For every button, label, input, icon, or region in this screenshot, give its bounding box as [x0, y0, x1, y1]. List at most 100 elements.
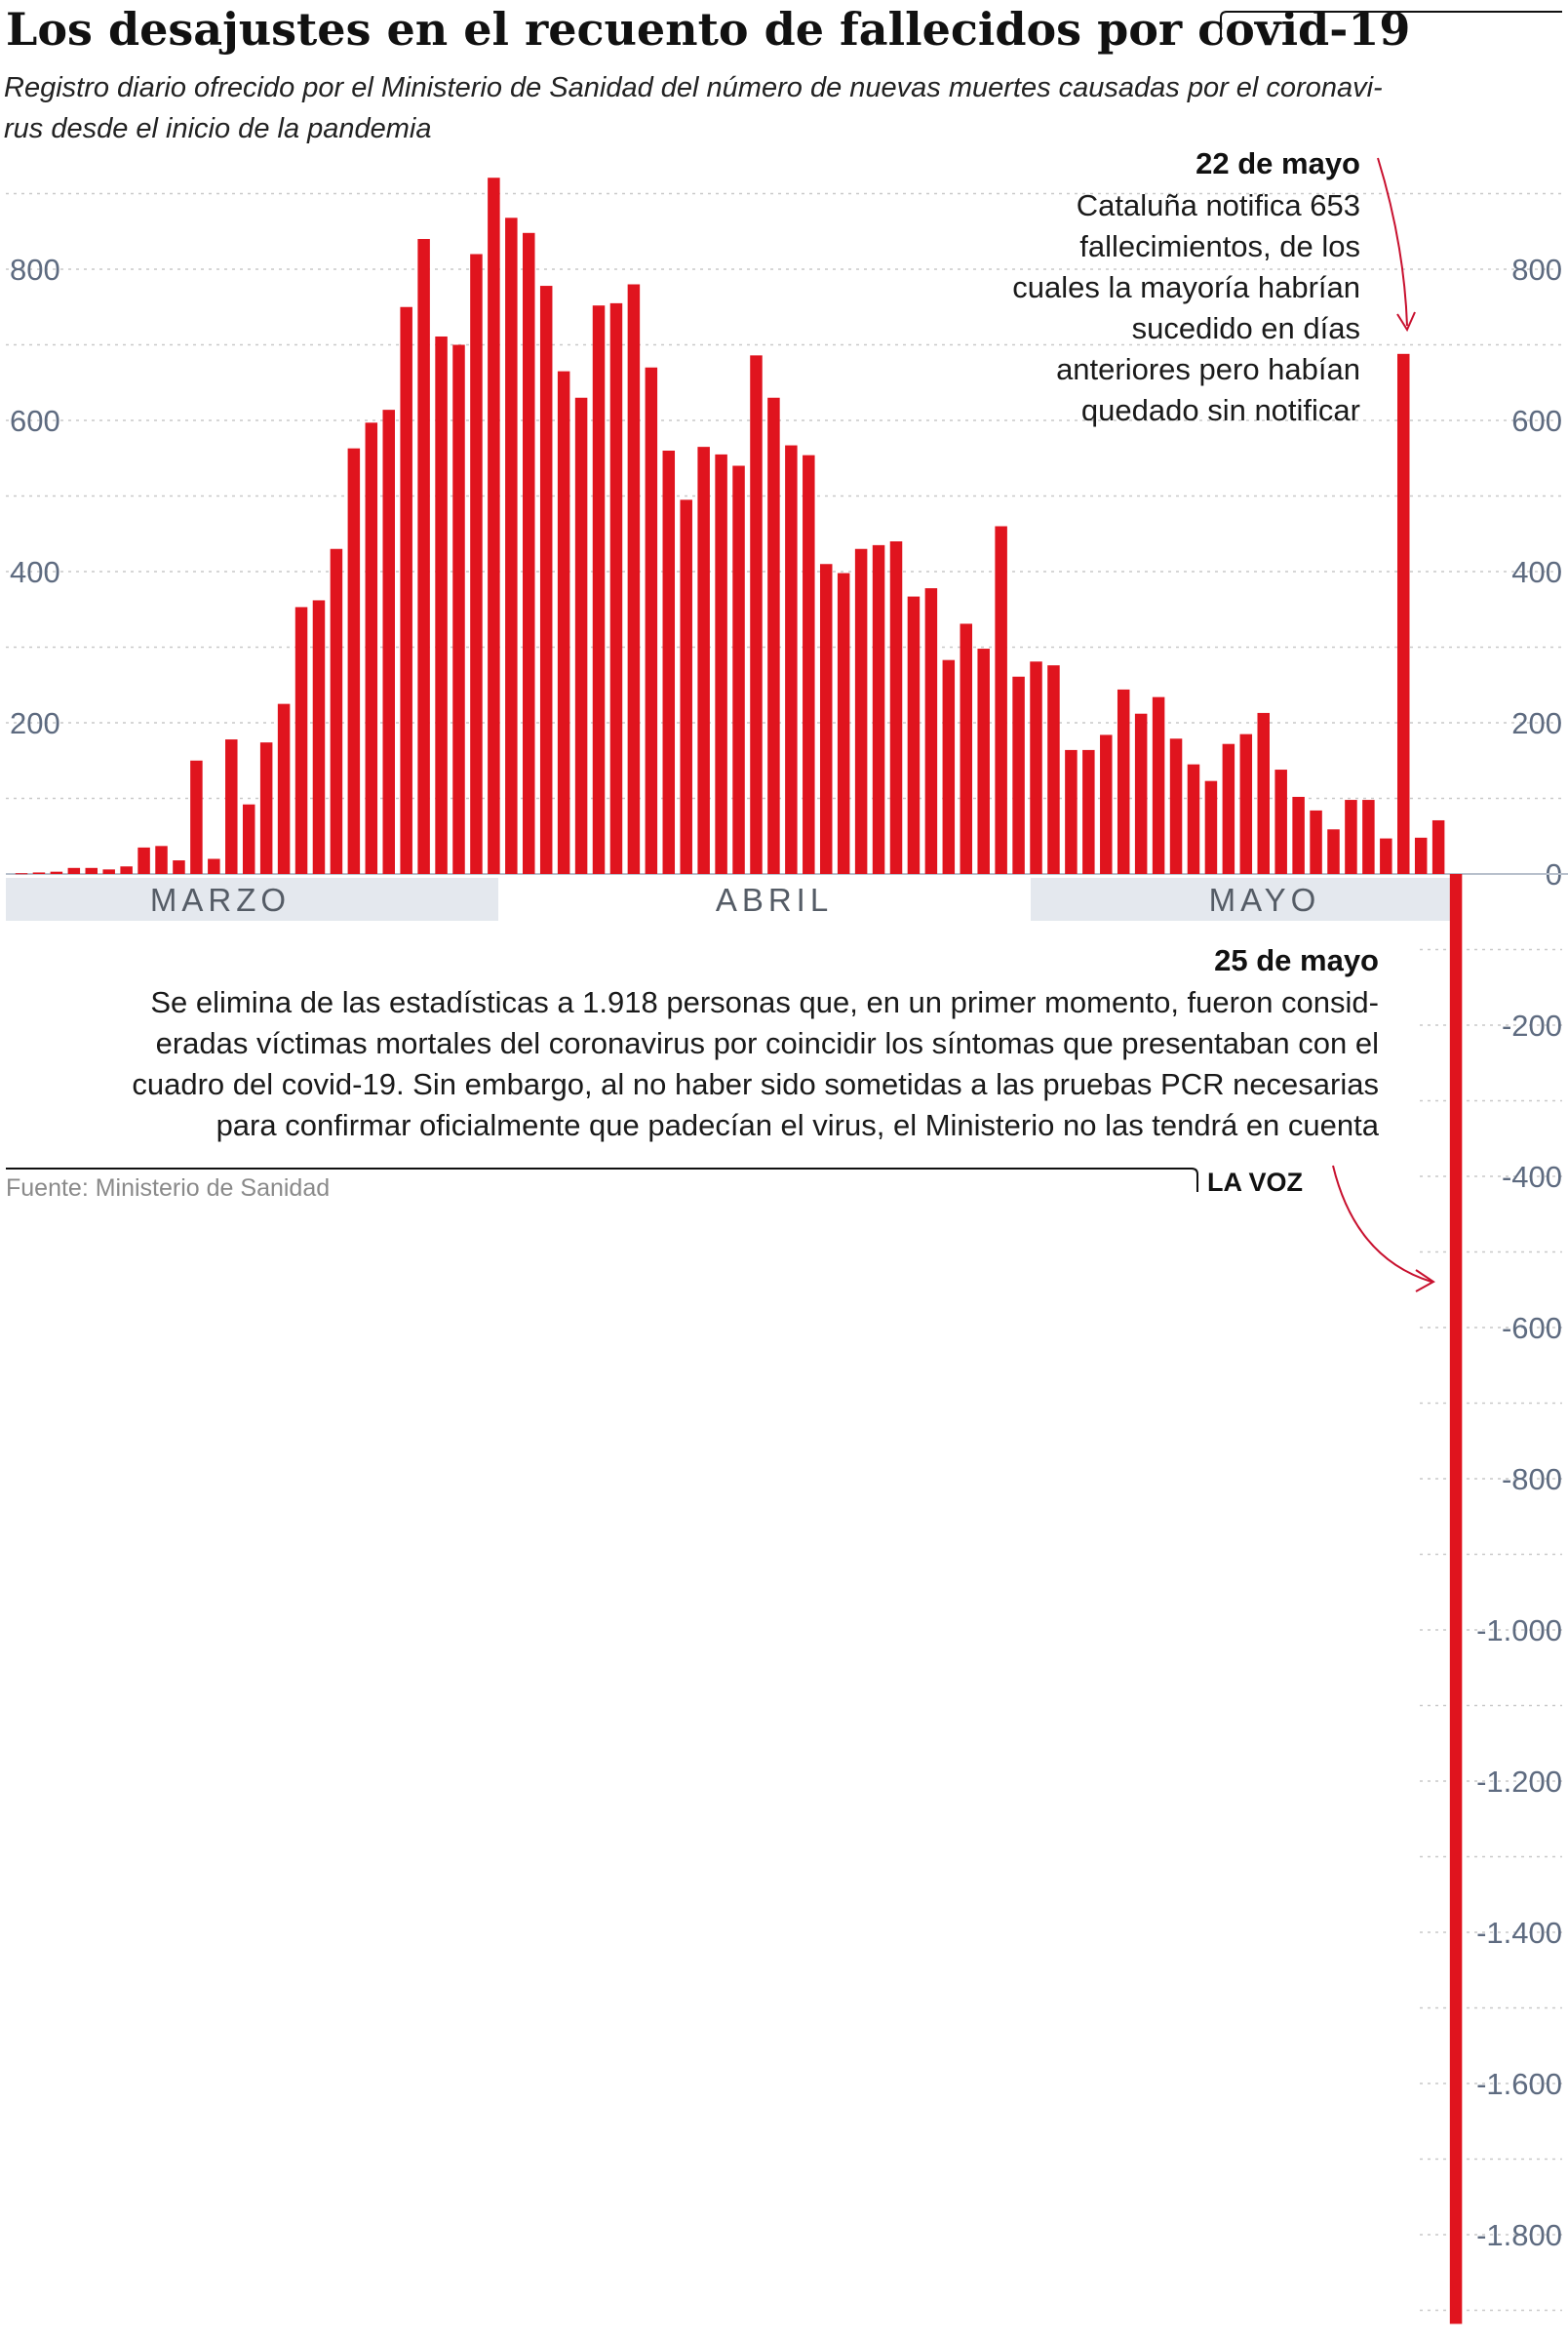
bar [1134, 713, 1148, 874]
bar [837, 573, 850, 874]
bar [1204, 780, 1218, 874]
annotation-may22-line-4: sucedido en días [1132, 311, 1360, 345]
bar [347, 448, 361, 874]
bar [1257, 712, 1270, 874]
annotation-may22-heading: 22 de mayo [1196, 146, 1360, 180]
bar [225, 739, 238, 874]
annotation-may22-line-1: Cataluña notifica 653 [1077, 188, 1360, 222]
y-tick-label-left: 600 [10, 404, 60, 438]
bar [1030, 661, 1042, 875]
gridlines [6, 192, 1562, 2312]
bar [889, 541, 903, 874]
y-tick-label-right: -1.800 [1476, 2218, 1562, 2252]
month-label-abril: ABRIL [716, 882, 833, 918]
bar [803, 455, 815, 874]
bar [1239, 734, 1253, 875]
y-tick-label-right: 600 [1511, 404, 1562, 438]
bar [697, 447, 710, 875]
brand-logo-text: LA VOZ [1207, 1168, 1303, 1197]
annotation-may22-line-3: cuales la mayoría habrían [1012, 270, 1360, 304]
bar [854, 548, 868, 874]
annotation-may25-line-4: para confirmar oficialmente que padecían… [216, 1108, 1380, 1142]
y-tick-label-right: -400 [1502, 1160, 1562, 1194]
annotation-may22-line-6: quedado sin notificar [1081, 393, 1360, 427]
bar [488, 178, 500, 875]
annotation-may22: 22 de mayo Cataluña notifica 653 falleci… [1012, 146, 1416, 427]
bar [1292, 796, 1305, 874]
y-tick-label-right: -1.400 [1476, 1916, 1562, 1950]
bar [627, 284, 641, 874]
y-tick-label-left: 400 [10, 555, 60, 589]
title-bracket [1220, 11, 1562, 39]
month-label-marzo: MARZO [150, 882, 291, 918]
annotation-may25-line-3: cuadro del covid-19. Sin embargo, al no … [132, 1067, 1379, 1101]
bar [924, 588, 938, 874]
bar [137, 847, 150, 875]
bar [67, 867, 81, 874]
y-tick-label-left: 200 [10, 706, 60, 740]
bar [557, 371, 570, 875]
bar [977, 649, 990, 874]
bar [173, 860, 185, 874]
bar [1117, 689, 1130, 874]
bar [592, 305, 606, 874]
bar [750, 355, 763, 875]
annotation-may25-heading: 25 de mayo [1214, 943, 1379, 977]
y-tick-label-right: -200 [1502, 1009, 1562, 1043]
bar [1431, 819, 1445, 874]
bar [662, 451, 676, 874]
bar [1012, 676, 1025, 875]
annotation-may22-arrow [1377, 157, 1408, 327]
bar [1152, 696, 1165, 874]
bar [1047, 665, 1060, 874]
bar [1274, 770, 1287, 874]
bar [259, 742, 273, 874]
y-tick-label-right: -800 [1502, 1462, 1562, 1496]
bar [277, 703, 291, 875]
bar [365, 422, 378, 874]
bar [680, 499, 692, 875]
annotation-may25: 25 de mayo Se elimina de las estadística… [132, 943, 1435, 1292]
bar [1222, 743, 1235, 874]
bar [452, 344, 465, 874]
footer-bracket [6, 1168, 1198, 1192]
bar [32, 872, 46, 874]
annotation-may25-line-2: eradas víctimas mortales del coronavirus… [156, 1026, 1379, 1060]
bar [208, 858, 220, 874]
bar [872, 544, 885, 875]
bar [574, 397, 588, 874]
bar [155, 846, 168, 875]
bar [732, 465, 745, 874]
annotation-may25-line-1: Se elimina de las estadísticas a 1.918 p… [150, 985, 1379, 1019]
subtitle-line-1: Registro diario ofrecido por el Minister… [4, 72, 1383, 103]
bar [400, 306, 412, 874]
month-band-mayo [1031, 878, 1458, 921]
y-tick-label-right: -1.600 [1476, 2067, 1562, 2101]
bar [312, 600, 326, 874]
bar [995, 526, 1007, 874]
bar [85, 867, 98, 874]
month-label-mayo: MAYO [1209, 882, 1321, 918]
bar [819, 564, 833, 874]
bar [120, 866, 133, 874]
bar [1327, 829, 1340, 874]
annotation-may25-arrowhead [1415, 1269, 1435, 1292]
y-tick-label-right: 800 [1511, 253, 1562, 287]
bar [242, 804, 255, 874]
bar [102, 869, 115, 874]
bar [523, 232, 535, 875]
bar [294, 607, 308, 874]
bar [1449, 874, 1463, 2324]
bar [1380, 838, 1392, 875]
bar [785, 445, 798, 874]
bar [715, 454, 727, 875]
y-tick-label-right: 400 [1511, 555, 1562, 589]
subtitle-line-2: rus desde el inicio de la pandemia [4, 113, 432, 144]
chart-title: Los desajustes en el recuento de falleci… [6, 3, 1410, 56]
bar [1169, 738, 1183, 874]
bar [645, 367, 658, 874]
y-tick-label-left: 800 [10, 253, 60, 287]
annotation-may22-arrowhead [1396, 311, 1416, 333]
